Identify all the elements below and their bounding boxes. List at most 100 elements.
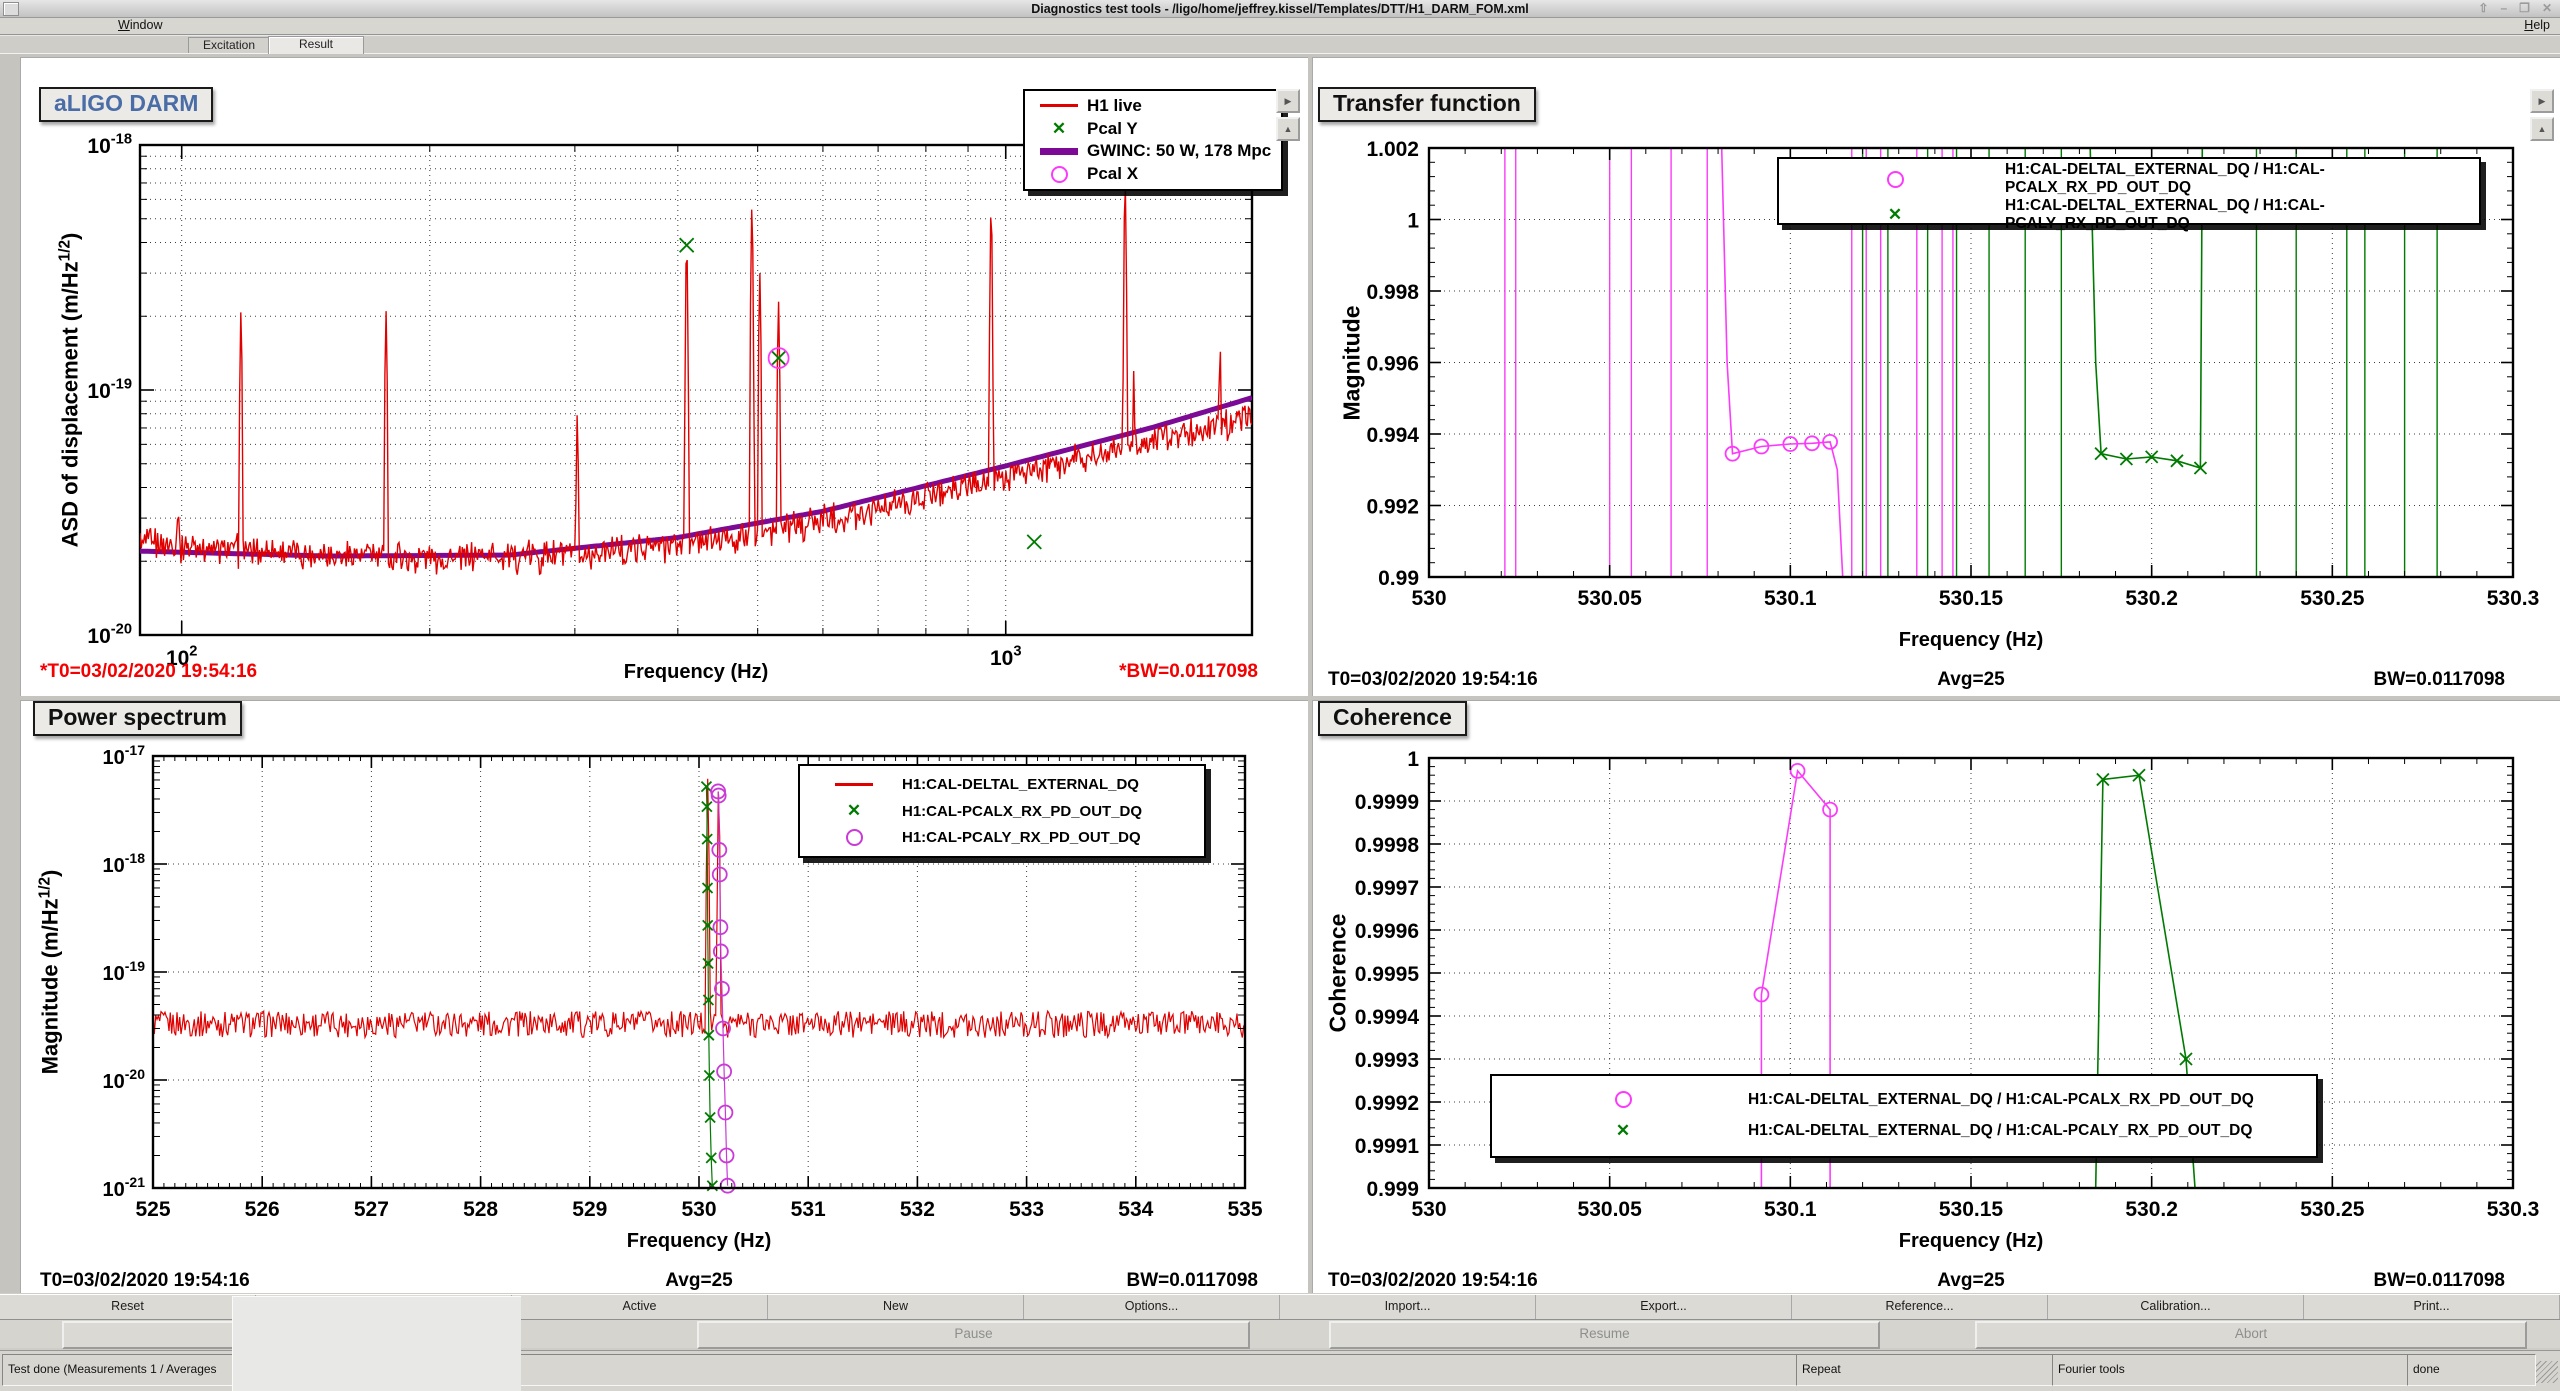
- darm-legend: H1 live ✕Pcal Y GWINC: 50 W, 178 Mpc Pca…: [1023, 89, 1283, 191]
- coh-x-axis-label: Frequency (Hz): [1429, 1230, 2513, 1253]
- legend-item: H1:CAL-DELTAL_EXTERNAL_DQ / H1:CAL-PCALX…: [1785, 161, 2473, 197]
- gwinc-line-swatch: [1031, 148, 1087, 155]
- svg-text:525: 525: [135, 1198, 170, 1221]
- svg-text:530.15: 530.15: [1939, 587, 2004, 610]
- coh-pcalx-circle-swatch: [1498, 1091, 1748, 1108]
- pcal-x-circle-swatch: [1031, 166, 1087, 183]
- ps-avg: Avg=25: [153, 1270, 1245, 1292]
- tab-result[interactable]: Result: [268, 36, 364, 54]
- menu-bar: Window Help: [0, 18, 2560, 36]
- status-repeat: Repeat: [1796, 1354, 2055, 1386]
- import-button[interactable]: Import...: [1280, 1295, 1536, 1319]
- maximize-icon[interactable]: ❐: [2519, 0, 2530, 17]
- tab-bar: Excitation Result: [0, 36, 2560, 53]
- plot-title-coh: Coherence: [1318, 701, 1467, 736]
- svg-text:0.9999: 0.9999: [1355, 791, 1419, 814]
- print-button[interactable]: Print...: [2304, 1295, 2560, 1319]
- calibration-button[interactable]: Calibration...: [2048, 1295, 2304, 1319]
- coh-y-axis-label: Coherence: [1325, 914, 1352, 1033]
- darm-bw: *BW=0.0117098: [1119, 661, 1258, 683]
- tab-excitation[interactable]: Excitation: [188, 37, 270, 53]
- svg-text:530.1: 530.1: [1764, 587, 1817, 610]
- new-button[interactable]: New: [768, 1295, 1024, 1319]
- svg-text:530: 530: [1411, 587, 1446, 610]
- svg-text:0.9996: 0.9996: [1355, 920, 1419, 943]
- darm-x-axis-label: Frequency (Hz): [140, 661, 1252, 684]
- svg-text:10-19: 10-19: [103, 958, 146, 985]
- ps-legend: H1:CAL-DELTAL_EXTERNAL_DQ ✕H1:CAL-PCALX_…: [798, 764, 1206, 858]
- close-icon[interactable]: ✕: [2542, 0, 2552, 17]
- export-button[interactable]: Export...: [1536, 1295, 1792, 1319]
- transfer-function-plot[interactable]: 1.00210.9980.9960.9940.9920.99530530.055…: [1312, 57, 2560, 696]
- window-title: Diagnostics test tools - /ligo/home/jeff…: [0, 2, 2560, 16]
- coh-avg: Avg=25: [1429, 1270, 2513, 1292]
- svg-text:534: 534: [1118, 1198, 1153, 1221]
- h1-live-line-swatch: [1031, 104, 1087, 107]
- options-button[interactable]: Options...: [1024, 1295, 1280, 1319]
- shade-icon[interactable]: ⇧: [2478, 0, 2488, 17]
- status-tools: Fourier tools: [2052, 1354, 2410, 1386]
- abort-button[interactable]: Abort: [1975, 1321, 2527, 1349]
- pane-power-spectrum: 10-1710-1810-1910-2010-21525526527528529…: [20, 700, 1308, 1293]
- svg-text:528: 528: [463, 1198, 498, 1221]
- active-button[interactable]: Active: [512, 1295, 768, 1319]
- resize-grip[interactable]: [2536, 1361, 2558, 1383]
- pane-aligo-darm: 10-1810-1910-20102103 aLIGO DARM ASD of …: [20, 57, 1308, 696]
- tf-y-axis-label: Magnitude: [1339, 306, 1366, 421]
- ps-pcalx-cross-swatch: ✕: [806, 801, 902, 821]
- svg-text:0.9993: 0.9993: [1355, 1049, 1419, 1072]
- ps-x-axis-label: Frequency (Hz): [153, 1230, 1245, 1253]
- legend-item: H1 live: [1031, 96, 1275, 116]
- pause-button[interactable]: Pause: [697, 1321, 1250, 1349]
- svg-text:530.05: 530.05: [1578, 587, 1643, 610]
- svg-text:530.3: 530.3: [2487, 587, 2540, 610]
- menu-help-mnemonic: H: [2524, 18, 2533, 32]
- coherence-plot[interactable]: 10.99990.99980.99970.99960.99950.99940.9…: [1312, 700, 2560, 1293]
- svg-text:530.3: 530.3: [2487, 1198, 2540, 1221]
- ps-bw: BW=0.0117098: [1126, 1270, 1258, 1292]
- plot-title-ps: Power spectrum: [33, 701, 242, 736]
- tf-x-axis-label: Frequency (Hz): [1429, 629, 2513, 652]
- reference-button[interactable]: Reference...: [1792, 1295, 2048, 1319]
- title-bar: Diagnostics test tools - /ligo/home/jeff…: [0, 0, 2560, 18]
- legend-item: ✕Pcal Y: [1031, 119, 1275, 139]
- legend-item: H1:CAL-DELTAL_EXTERNAL_DQ: [806, 776, 1198, 793]
- svg-text:10-18: 10-18: [103, 850, 146, 877]
- svg-text:530: 530: [681, 1198, 716, 1221]
- svg-text:527: 527: [354, 1198, 389, 1221]
- menu-window[interactable]: Window: [118, 18, 162, 33]
- menu-help[interactable]: Help: [2524, 18, 2550, 33]
- svg-text:0.994: 0.994: [1366, 424, 1419, 447]
- legend-item: H1:CAL-PCALY_RX_PD_OUT_DQ: [806, 829, 1198, 846]
- legend-item: ✕H1:CAL-DELTAL_EXTERNAL_DQ / H1:CAL-PCAL…: [1498, 1121, 2310, 1141]
- overlay-window: [232, 1296, 521, 1391]
- plot-title-tf: Transfer function: [1318, 87, 1536, 122]
- pane-right-arrow-icon[interactable]: ▶: [2530, 89, 2554, 113]
- svg-text:531: 531: [791, 1198, 826, 1221]
- pane-up-arrow-icon[interactable]: ▲: [1276, 117, 1300, 141]
- menu-help-rest: elp: [2533, 18, 2550, 32]
- menu-window-mnemonic: W: [118, 18, 130, 32]
- svg-text:1: 1: [1407, 210, 1419, 233]
- minimize-icon[interactable]: –: [2500, 0, 2507, 17]
- coh-bw: BW=0.0117098: [2373, 1270, 2505, 1292]
- svg-text:529: 529: [572, 1198, 607, 1221]
- pane-coherence: 10.99990.99980.99970.99960.99950.99940.9…: [1312, 700, 2560, 1293]
- pane-up-arrow-icon[interactable]: ▲: [2530, 117, 2554, 141]
- svg-text:530.25: 530.25: [2300, 1198, 2365, 1221]
- pcal-y-cross-swatch: ✕: [1031, 119, 1087, 139]
- svg-text:0.998: 0.998: [1366, 281, 1419, 304]
- coh-legend: H1:CAL-DELTAL_EXTERNAL_DQ / H1:CAL-PCALX…: [1490, 1074, 2318, 1158]
- svg-text:530.25: 530.25: [2300, 587, 2365, 610]
- svg-text:0.992: 0.992: [1366, 496, 1419, 519]
- reset-button[interactable]: Reset: [0, 1295, 256, 1319]
- pane-right-arrow-icon[interactable]: ▶: [1276, 89, 1300, 113]
- tf-pcaly-cross-swatch: ✕: [1785, 205, 2005, 225]
- plot-title-darm: aLIGO DARM: [39, 87, 213, 122]
- legend-item: GWINC: 50 W, 178 Mpc: [1031, 141, 1275, 161]
- legend-item: ✕H1:CAL-DELTAL_EXTERNAL_DQ / H1:CAL-PCAL…: [1785, 197, 2473, 233]
- svg-text:530: 530: [1411, 1198, 1446, 1221]
- resume-button[interactable]: Resume: [1329, 1321, 1880, 1349]
- svg-text:530.2: 530.2: [2125, 587, 2178, 610]
- svg-text:530.05: 530.05: [1578, 1198, 1643, 1221]
